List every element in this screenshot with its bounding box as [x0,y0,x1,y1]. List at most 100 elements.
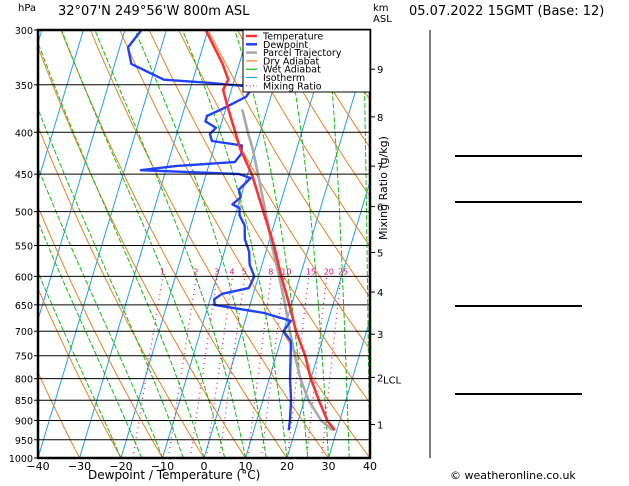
legend-label: Mixing Ratio [263,81,322,92]
legend-label: Dry Adiabat [263,56,320,67]
legend-box [242,29,371,93]
surface-panel [455,201,582,203]
mixing-ratio-label: 5 [242,267,247,276]
mixing-ratio-label: 8 [268,267,273,276]
height-tick-label: 3 [377,330,383,341]
x-tick-label: 40 [363,460,377,473]
temperature-profile [204,30,336,432]
mixing-ratio-line [167,276,197,458]
forecast-datetime: 05.07.2022 15GMT (Base: 12) [409,4,605,19]
mixing-ratio-label: 2 [193,267,198,276]
pressure-tick-label: 950 [15,436,33,447]
mixing-ratio-label: 4 [229,267,234,276]
dry-adiabat-line [266,30,370,198]
plot-frame [36,28,372,460]
isotherm-line [203,30,333,458]
isotherm-line [286,179,370,458]
pressure-tick-label: 900 [15,417,33,428]
legend-label: Parcel Trajectory [263,48,342,59]
height-unit-line2: ASL [373,14,392,25]
height-axis-unit: km ASL [373,3,392,25]
isotherm-line [38,30,126,322]
height-tick-label: 7 [377,162,383,173]
mixing-ratio-label: 3 [214,267,219,276]
pressure-tick-label: 750 [15,352,33,363]
x-axis-label: Dewpoint / Temperature (°C) [88,468,261,482]
pressure-tick-label: 800 [15,375,33,386]
x-tick-label: −10 [151,460,174,473]
most-unstable-panel [455,305,582,307]
mixing-ratio-label: 25 [338,267,348,276]
mixing-ratio-label: 20 [324,267,334,276]
dry-adiabat-line [590,30,629,458]
hodograph-stats-panel [455,393,582,395]
lcl-label: LCL [383,376,402,387]
isotherm-line [38,30,167,458]
x-tick-label: 0 [201,460,208,473]
height-tick-label: 1 [377,420,383,431]
height-unit-line1: km [373,3,389,14]
dry-adiabat-line [237,30,370,248]
isotherm-line [38,30,84,184]
dewpoint-profile [126,30,293,431]
mixing-ratio-axis-label: Mixing Ratio (g/kg) [377,136,390,240]
dry-adiabat-line [89,30,329,458]
height-tick-label: 9 [377,65,383,76]
dry-adiabat-line [207,30,370,299]
pressure-tick-label: 650 [15,301,33,312]
mixing-ratio-line [218,276,246,458]
pressure-tick-label: 500 [15,208,33,219]
pressure-tick-label: 450 [15,170,33,181]
wet-adiabat-line [234,30,309,458]
legend-label: Temperature [262,32,323,43]
indices-panel [455,155,582,157]
height-tick-label: 6 [377,203,383,214]
mixing-ratio-line [189,276,218,458]
isotherm-line [245,41,370,458]
mixing-ratio-line [286,276,310,458]
wet-adiabat-line [134,30,267,458]
x-tick-label: −40 [26,460,49,473]
wet-adiabat-line [38,270,122,458]
pressure-tick-label: 600 [15,272,33,283]
height-tick-label: 4 [377,288,383,299]
isotherm-line [162,30,292,458]
pressure-tick-label: 300 [15,26,33,37]
wet-adiabat-line [38,220,143,458]
pressure-tick-label: 550 [15,241,33,252]
pressure-tick-label: 1000 [9,454,33,465]
mixing-ratio-label: 15 [306,267,316,276]
pressure-tick-label: 400 [15,128,33,139]
wet-adiabat-line [326,30,350,458]
height-tick-label: 8 [377,113,383,124]
mixing-ratio-label: 10 [281,267,291,276]
legend-label: Wet Adiabat [263,65,321,76]
isotherm-line [120,30,250,458]
wet-adiabat-line [181,30,288,458]
wet-adiabat-line [60,30,226,458]
x-tick-label: −20 [109,460,132,473]
dry-adiabat-line [38,371,80,458]
mixing-ratio-label: 1 [160,267,165,276]
pressure-tick-label: 350 [15,81,33,92]
height-tick-label: 5 [377,249,383,260]
hodograph [456,30,570,144]
pressure-tick-label: 700 [15,327,33,338]
wet-adiabat-line [38,166,163,458]
height-tick-label: 2 [377,373,383,384]
isotherm-line [328,317,370,458]
wet-adiabat-line [94,30,246,458]
x-tick-label: −30 [68,460,91,473]
x-tick-label: 30 [322,460,336,473]
pressure-axis-unit: hPa [18,3,37,14]
legend-label: Isotherm [263,73,305,84]
legend-label: Dewpoint [263,40,308,51]
wet-adiabat-line [38,41,205,458]
isotherm-line [79,30,209,458]
mixing-ratio-line [260,276,285,458]
credit-text: © weatheronline.co.uk [450,469,576,482]
x-tick-label: 10 [239,460,253,473]
pressure-tick-label: 850 [15,396,33,407]
x-tick-label: 20 [280,460,294,473]
